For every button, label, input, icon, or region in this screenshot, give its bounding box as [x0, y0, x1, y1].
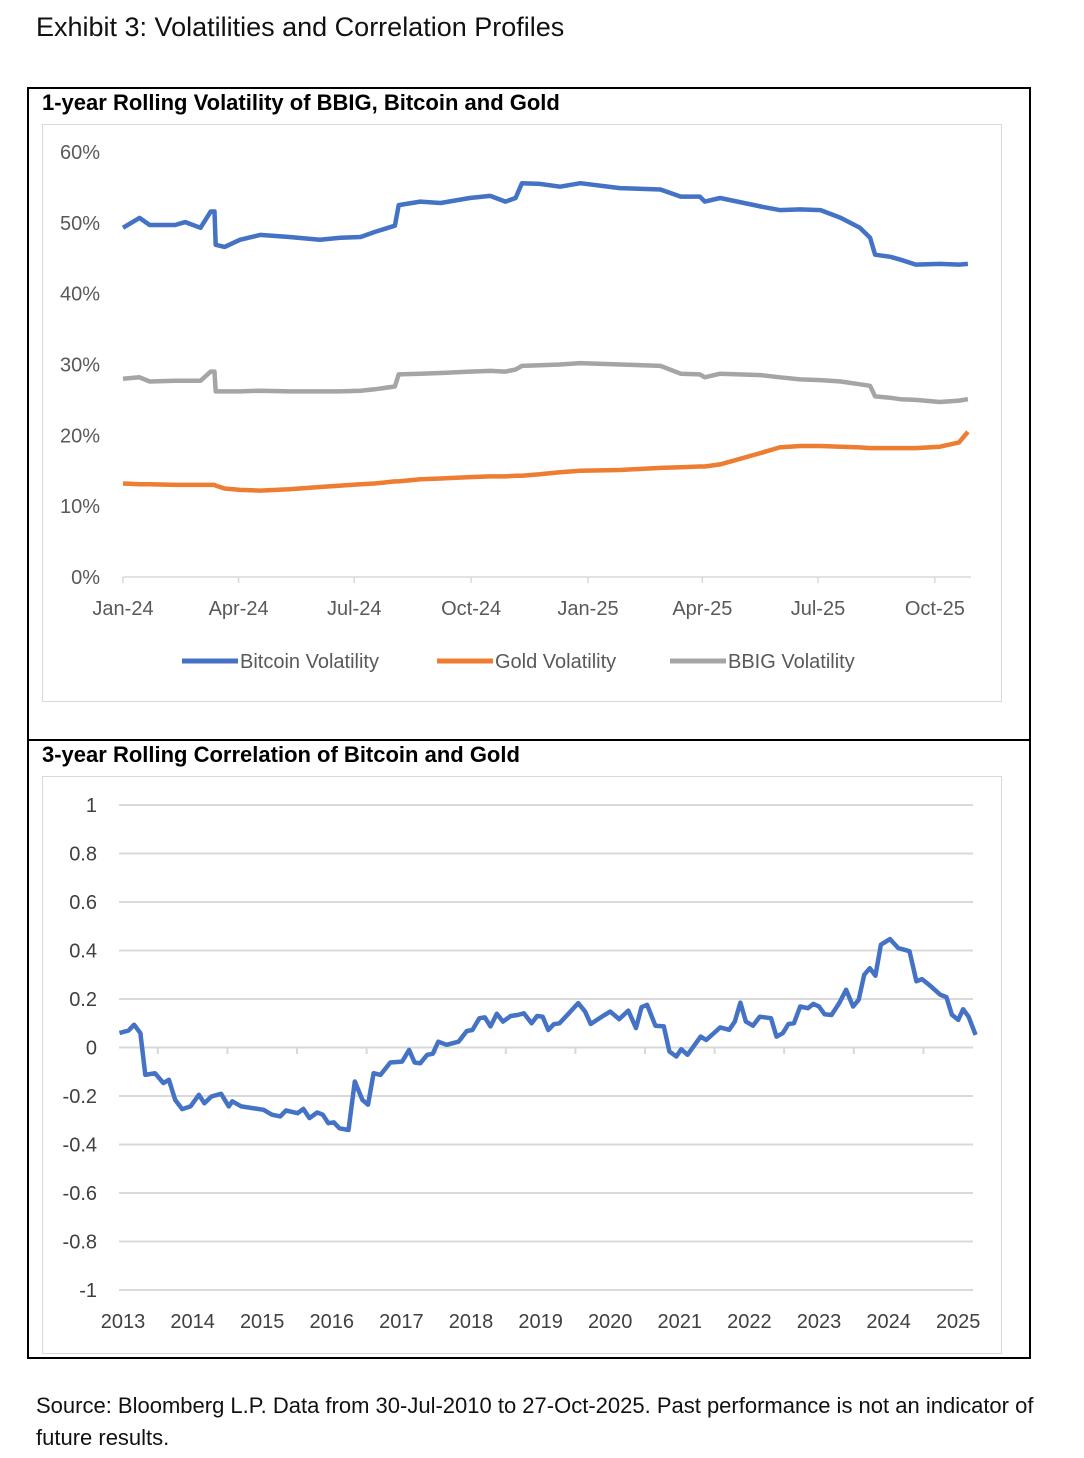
x-tick-label: 2023 — [797, 1311, 842, 1333]
x-tick-label: Oct-24 — [441, 598, 501, 620]
x-tick-label: 2014 — [170, 1311, 215, 1333]
series-line-correlation — [118, 936, 978, 1133]
y-tick-label: -0.4 — [63, 1135, 97, 1157]
x-tick-label: 2018 — [449, 1311, 494, 1333]
y-tick-label: -0.8 — [63, 1232, 97, 1254]
y-tick-label: 30% — [60, 355, 100, 377]
legend-label: Bitcoin Volatility — [240, 651, 379, 673]
y-tick-label: 60% — [60, 142, 100, 164]
y-tick-label: 20% — [60, 425, 100, 447]
y-tick-label: 10% — [60, 496, 100, 518]
y-tick-label: 50% — [60, 213, 100, 235]
y-tick-label: -1 — [79, 1280, 97, 1302]
x-tick-label: Jul-24 — [327, 598, 381, 620]
y-tick-label: 1 — [86, 795, 97, 817]
correlation-chart-title: 3-year Rolling Correlation of Bitcoin an… — [42, 742, 520, 767]
correlation-chart-area — [42, 776, 1002, 1354]
volatility-chart-title: 1-year Rolling Volatility of BBIG, Bitco… — [42, 90, 560, 115]
y-tick-label: 0.2 — [69, 989, 97, 1011]
x-tick-label: 2016 — [310, 1311, 355, 1333]
x-tick-label: Jan-24 — [92, 598, 153, 620]
y-tick-label: 0.6 — [69, 892, 97, 914]
x-tick-label: Jul-25 — [791, 598, 845, 620]
y-tick-label: 0.4 — [69, 941, 97, 963]
exhibit-title: Exhibit 3: Volatilities and Correlation … — [36, 12, 565, 42]
volatility-chart-area — [42, 124, 1002, 702]
y-tick-label: -0.2 — [63, 1086, 97, 1108]
exhibit-frame — [27, 87, 1031, 1359]
x-tick-label: Oct-25 — [905, 598, 965, 620]
x-tick-label: Apr-24 — [209, 598, 269, 620]
x-tick-label: 2013 — [101, 1311, 146, 1333]
y-tick-label: 0% — [71, 567, 100, 589]
chart-divider — [27, 739, 1029, 741]
x-tick-label: 2022 — [727, 1311, 772, 1333]
series-line-gold-volatility — [122, 430, 970, 493]
x-tick-label: 2015 — [240, 1311, 285, 1333]
x-tick-label: 2024 — [866, 1311, 911, 1333]
x-tick-label: 2019 — [518, 1311, 563, 1333]
y-tick-label: -0.6 — [63, 1183, 97, 1205]
x-tick-label: 2020 — [588, 1311, 633, 1333]
source-footnote: Source: Bloomberg L.P. Data from 30-Jul-… — [36, 1393, 1034, 1450]
x-tick-label: Jan-25 — [557, 598, 618, 620]
y-tick-label: 0.8 — [69, 844, 97, 866]
legend-label: BBIG Volatility — [728, 651, 855, 673]
y-tick-label: 40% — [60, 284, 100, 306]
legend-label: Gold Volatility — [495, 651, 616, 673]
x-tick-label: 2025 — [936, 1311, 981, 1333]
x-tick-label: Apr-25 — [672, 598, 732, 620]
x-tick-label: 2021 — [658, 1311, 703, 1333]
y-tick-label: 0 — [86, 1038, 97, 1060]
series-line-bbig-volatility — [122, 360, 969, 405]
series-line-bitcoin-volatility — [121, 180, 969, 267]
x-tick-label: 2017 — [379, 1311, 424, 1333]
